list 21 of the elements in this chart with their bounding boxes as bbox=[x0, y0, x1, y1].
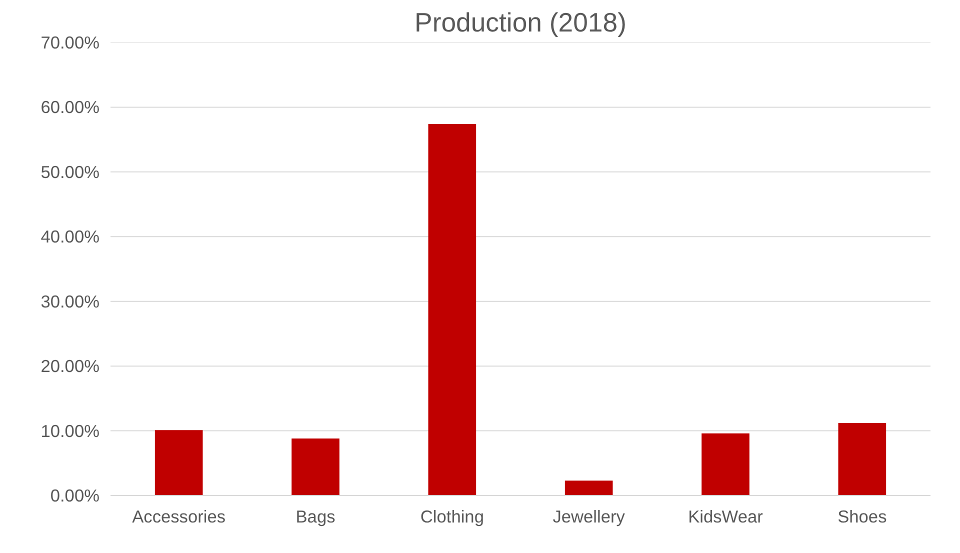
y-tick-label: 50.00% bbox=[40, 162, 100, 182]
bar bbox=[838, 423, 886, 496]
y-tick-label: 10.00% bbox=[40, 420, 100, 441]
x-tick-label: KidsWear bbox=[688, 506, 764, 526]
y-tick-label: 60.00% bbox=[40, 97, 100, 118]
x-tick-label: Jewellery bbox=[552, 506, 626, 526]
bar bbox=[154, 430, 203, 496]
x-tick-label: Accessories bbox=[132, 506, 226, 526]
x-tick-label: Clothing bbox=[420, 506, 484, 526]
bar bbox=[702, 433, 750, 496]
y-tick-label: 70.00% bbox=[40, 32, 100, 52]
x-tick-label: Bags bbox=[296, 506, 336, 526]
chart-title: Production (2018) bbox=[414, 8, 626, 38]
y-tick-label: 30.00% bbox=[40, 291, 100, 312]
x-tick-label: Shoes bbox=[838, 506, 888, 526]
y-tick-label: 0.00% bbox=[50, 486, 100, 506]
y-tick-label: 40.00% bbox=[40, 226, 100, 247]
y-tick-label: 20.00% bbox=[40, 356, 100, 376]
bar bbox=[292, 438, 340, 496]
bar bbox=[564, 480, 613, 496]
bar bbox=[428, 124, 476, 496]
